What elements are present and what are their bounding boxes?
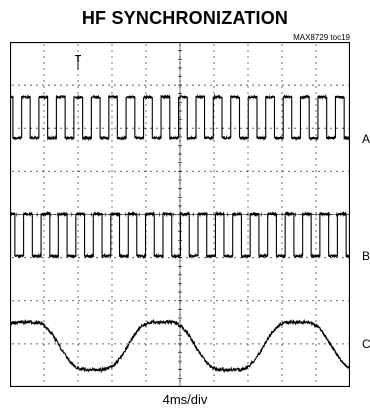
figure-code: MAX8729 toc19 xyxy=(293,33,350,42)
trace-b xyxy=(10,210,350,260)
time-scale-label: 4ms/div xyxy=(162,392,208,407)
chart-title: HF SYNCHRONIZATION xyxy=(81,8,289,28)
series-label-b: B xyxy=(362,249,370,263)
trigger-marker: T xyxy=(75,54,81,65)
trace-a xyxy=(10,93,350,142)
series-label-a: A xyxy=(362,132,370,146)
series-label-c: C xyxy=(362,337,370,351)
oscilloscope-screen: T xyxy=(10,42,350,387)
trace-c xyxy=(10,318,350,374)
